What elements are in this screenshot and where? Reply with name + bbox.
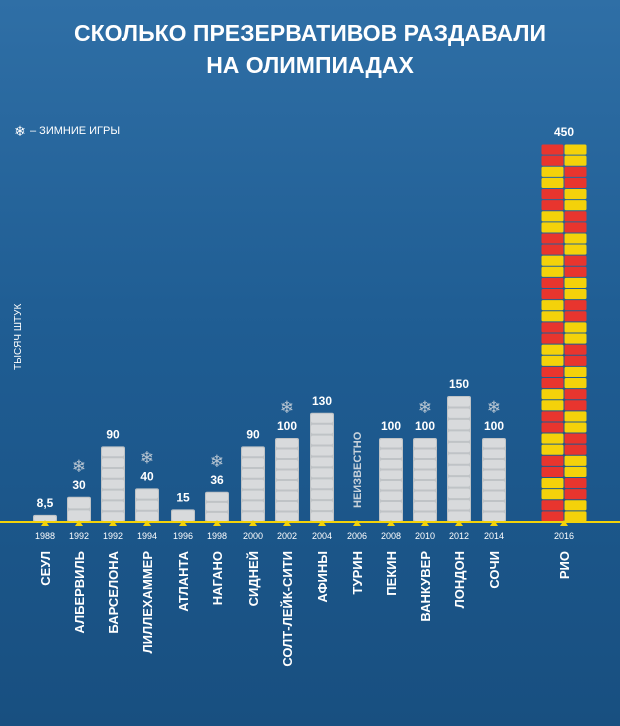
bar <box>275 438 299 522</box>
axis-tick <box>109 520 117 526</box>
year-label: 2012 <box>449 531 469 541</box>
city-label: ВАНКУВЕР <box>418 551 433 622</box>
year-label: 1998 <box>207 531 227 541</box>
bar <box>241 446 265 522</box>
city-label: АФИНЫ <box>315 551 330 603</box>
year-label: 2006 <box>347 531 367 541</box>
bar <box>67 496 91 522</box>
snowflake-icon: ❄ <box>280 398 294 417</box>
value-label: 90 <box>106 427 120 441</box>
city-label: БАРСЕЛОНА <box>106 550 121 633</box>
value-label: 130 <box>312 394 332 408</box>
axis-tick <box>179 520 187 526</box>
axis-tick <box>353 520 361 526</box>
value-label: 30 <box>72 478 86 492</box>
value-label: 100 <box>415 419 435 433</box>
value-label: 100 <box>381 419 401 433</box>
bar <box>541 144 587 522</box>
year-label: 1994 <box>137 531 157 541</box>
year-label: 2002 <box>277 531 297 541</box>
y-axis-label: ТЫСЯЧ ШТУК <box>13 304 24 370</box>
axis-tick <box>143 520 151 526</box>
city-label: СЕУЛ <box>38 551 53 586</box>
value-label: 15 <box>176 490 190 504</box>
city-label: АТЛАНТА <box>176 550 191 611</box>
legend-winter-label: – ЗИМНИЕ ИГРЫ <box>30 125 120 137</box>
year-label: 1992 <box>103 531 123 541</box>
city-label: ТУРИН <box>350 551 365 594</box>
bar <box>101 446 125 522</box>
year-label: 2008 <box>381 531 401 541</box>
bar <box>310 412 334 522</box>
bars-layer <box>33 144 587 522</box>
city-label: НАГАНО <box>210 551 225 605</box>
city-label: РИО <box>557 551 572 579</box>
snowflake-icon: ❄ <box>487 398 501 417</box>
axis-tick <box>41 520 49 526</box>
city-label: СОЛТ-ЛЕЙК-СИТИ <box>280 551 295 667</box>
value-label: 90 <box>246 427 260 441</box>
axis-tick <box>421 520 429 526</box>
bar <box>482 438 506 522</box>
snowflake-icon: ❄ <box>140 448 154 467</box>
bar <box>171 509 195 522</box>
city-label: ПЕКИН <box>384 551 399 596</box>
bar <box>33 514 57 522</box>
city-label: ЛИЛЛЕХАММЕР <box>140 551 155 654</box>
bar <box>447 396 471 522</box>
axis-tick <box>560 520 568 526</box>
value-label: 450 <box>554 125 574 139</box>
snowflake-icon: ❄ <box>14 123 26 139</box>
city-label: ЛОНДОН <box>452 551 467 608</box>
snowflake-icon: ❄ <box>72 457 86 476</box>
year-label: 2000 <box>243 531 263 541</box>
axis-tick <box>75 520 83 526</box>
value-label: 8,5 <box>37 496 54 510</box>
legend: ❄ – ЗИМНИЕ ИГРЫ <box>14 123 120 139</box>
bar <box>379 438 403 522</box>
chart-title-line-1: СКОЛЬКО ПРЕЗЕРВАТИВОВ РАЗДАВАЛИ <box>74 20 546 46</box>
snowflake-icon: ❄ <box>418 398 432 417</box>
x-axis <box>0 520 620 526</box>
year-label: 2014 <box>484 531 504 541</box>
chart-title-line-2: НА ОЛИМПИАДАХ <box>206 52 414 78</box>
unknown-label: НЕИЗВЕСТНО <box>352 431 364 508</box>
axis-tick <box>213 520 221 526</box>
year-label: 1992 <box>69 531 89 541</box>
labels-layer: 8,5 1988 СЕУЛ 30 ❄ 1992 АЛБЕРВИЛЬ 90 1992 БАРСЕЛО… <box>35 125 574 667</box>
bar <box>413 438 437 522</box>
snowflake-icon: ❄ <box>210 452 224 471</box>
year-label: 2004 <box>312 531 332 541</box>
axis-tick <box>283 520 291 526</box>
axis-tick <box>318 520 326 526</box>
value-label: 100 <box>277 419 297 433</box>
city-label: СИДНЕЙ <box>246 551 261 606</box>
city-label: СОЧИ <box>487 551 502 589</box>
value-label: 100 <box>484 419 504 433</box>
value-label: 40 <box>140 469 154 483</box>
axis-tick <box>490 520 498 526</box>
year-label: 1988 <box>35 531 55 541</box>
bar <box>135 488 159 522</box>
value-label: 36 <box>210 473 224 487</box>
axis-tick <box>387 520 395 526</box>
city-label: АЛБЕРВИЛЬ <box>72 551 87 634</box>
year-label: 2016 <box>554 531 574 541</box>
axis-tick <box>455 520 463 526</box>
axis-tick <box>249 520 257 526</box>
value-label: 150 <box>449 377 469 391</box>
bar <box>205 491 229 522</box>
year-label: 1996 <box>173 531 193 541</box>
year-label: 2010 <box>415 531 435 541</box>
